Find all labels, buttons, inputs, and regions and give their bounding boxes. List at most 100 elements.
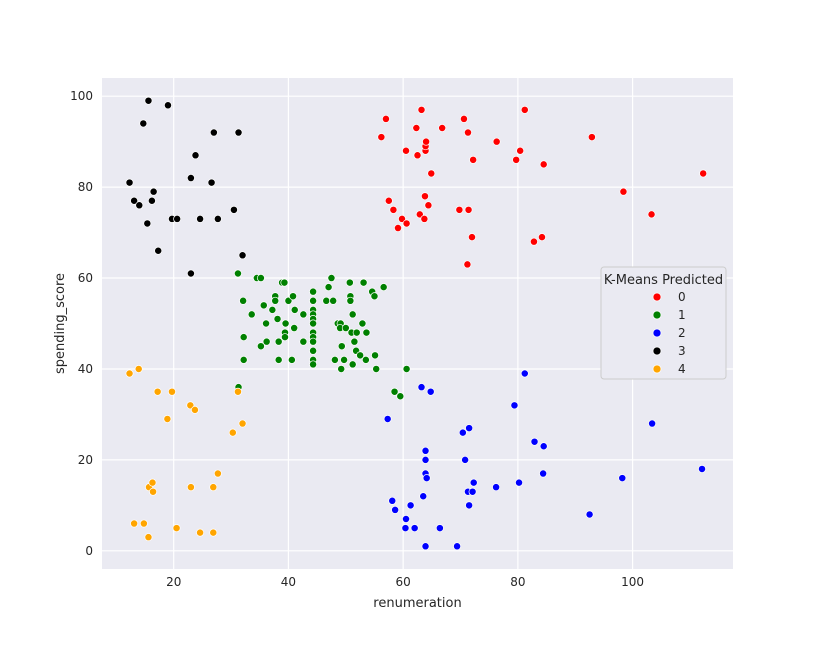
data-point-cluster-2	[461, 455, 470, 464]
data-point-cluster-2	[648, 419, 657, 428]
data-point-cluster-0	[389, 205, 398, 214]
data-point-cluster-1	[337, 342, 346, 351]
data-point-cluster-1	[359, 278, 368, 287]
data-point-cluster-1	[346, 296, 355, 305]
data-point-cluster-2	[401, 524, 410, 533]
data-point-cluster-0	[402, 219, 411, 228]
data-point-cluster-4	[172, 524, 181, 533]
data-point-cluster-2	[698, 465, 706, 473]
data-point-cluster-2	[406, 501, 415, 510]
data-point-cluster-1	[274, 355, 283, 364]
data-point-cluster-2	[458, 428, 467, 437]
data-point-cluster-2	[492, 483, 501, 492]
data-point-cluster-0	[463, 260, 472, 269]
data-point-cluster-4	[228, 428, 237, 437]
data-point-cluster-4	[139, 519, 148, 528]
data-point-cluster-0	[464, 128, 472, 137]
data-point-cluster-1	[239, 296, 248, 305]
data-point-cluster-2	[618, 474, 627, 483]
data-point-cluster-4	[238, 419, 247, 428]
data-point-cluster-2	[419, 492, 428, 501]
data-point-cluster-3	[144, 96, 153, 105]
data-point-cluster-2	[426, 387, 435, 396]
data-point-cluster-0	[619, 187, 628, 196]
data-point-cluster-1	[371, 351, 380, 360]
data-point-cluster-3	[186, 174, 195, 182]
data-point-cluster-1	[309, 337, 318, 346]
legend-marker	[652, 310, 662, 320]
data-point-cluster-1	[345, 278, 354, 287]
data-point-cluster-2	[510, 401, 519, 410]
data-point-cluster-3	[130, 196, 139, 205]
data-point-cluster-4	[209, 483, 218, 492]
legend-label: 1	[678, 308, 686, 322]
data-point-cluster-0	[377, 133, 386, 142]
data-point-cluster-1	[370, 292, 379, 301]
y-axis-label: spending_score	[53, 273, 68, 374]
tick-labels: 20 40 60 80 100 0 20 40 60 80 100	[70, 89, 644, 589]
data-point-cluster-0	[699, 169, 708, 178]
data-point-cluster-1	[290, 324, 299, 332]
data-point-cluster-1	[299, 310, 308, 319]
data-point-cluster-0	[512, 155, 521, 164]
data-point-cluster-3	[135, 201, 144, 210]
data-point-cluster-2	[421, 446, 430, 455]
data-point-cluster-1	[352, 328, 361, 337]
legend-label: 4	[678, 362, 686, 376]
data-point-cluster-4	[186, 483, 195, 492]
data-point-cluster-1	[362, 328, 371, 337]
data-point-cluster-2	[453, 542, 462, 551]
data-point-cluster-1	[259, 301, 268, 310]
x-tick-label: 20	[166, 575, 181, 589]
data-point-cluster-2	[530, 437, 539, 446]
data-point-cluster-0	[538, 233, 546, 242]
data-point-cluster-4	[148, 478, 157, 487]
data-point-cluster-4	[234, 387, 242, 396]
data-point-cluster-4	[144, 533, 153, 542]
legend-items: 0 1 2 3 4	[652, 290, 686, 376]
data-point-cluster-0	[520, 105, 529, 114]
data-point-cluster-3	[238, 251, 247, 260]
data-point-cluster-4	[213, 469, 222, 478]
legend-label: 2	[678, 326, 686, 340]
data-point-cluster-0	[539, 160, 548, 169]
data-point-cluster-3	[173, 214, 182, 223]
legend-box	[600, 266, 727, 380]
data-point-cluster-3	[147, 196, 156, 205]
data-point-cluster-1	[309, 296, 318, 305]
data-point-cluster-0	[420, 214, 429, 223]
data-point-cluster-0	[394, 224, 402, 232]
data-point-cluster-0	[647, 210, 656, 219]
data-point-cluster-3	[139, 119, 148, 128]
data-point-cluster-1	[299, 337, 308, 346]
data-point-cluster-0	[382, 114, 390, 123]
data-point-cluster-0	[529, 237, 538, 246]
y-tick-label: 60	[78, 271, 93, 285]
x-axis-label: renumeration	[373, 596, 461, 611]
legend-marker	[652, 364, 662, 374]
data-point-cluster-0	[412, 124, 421, 132]
data-point-cluster-1	[256, 342, 265, 351]
data-point-cluster-0	[417, 105, 426, 114]
data-point-cluster-1	[290, 305, 299, 314]
data-point-cluster-4	[209, 528, 218, 537]
legend-marker	[652, 292, 662, 302]
legend-label: 0	[678, 290, 686, 304]
data-point-cluster-2	[421, 542, 430, 551]
data-point-cluster-2	[465, 424, 474, 433]
data-point-cluster-4	[130, 519, 139, 528]
data-point-cluster-1	[247, 310, 256, 319]
data-point-cluster-3	[154, 246, 163, 255]
data-point-cluster-1	[337, 365, 346, 373]
x-tick-label: 100	[621, 575, 644, 589]
y-tick-label: 80	[78, 180, 93, 194]
data-point-cluster-2	[469, 478, 478, 487]
legend-marker	[652, 328, 662, 338]
data-point-cluster-1	[340, 355, 349, 364]
data-point-cluster-1	[372, 365, 381, 373]
data-point-cluster-3	[213, 214, 222, 223]
data-point-cluster-2	[422, 474, 431, 483]
data-point-cluster-1	[390, 387, 399, 396]
data-point-cluster-2	[410, 524, 419, 533]
data-point-cluster-4	[196, 528, 205, 537]
